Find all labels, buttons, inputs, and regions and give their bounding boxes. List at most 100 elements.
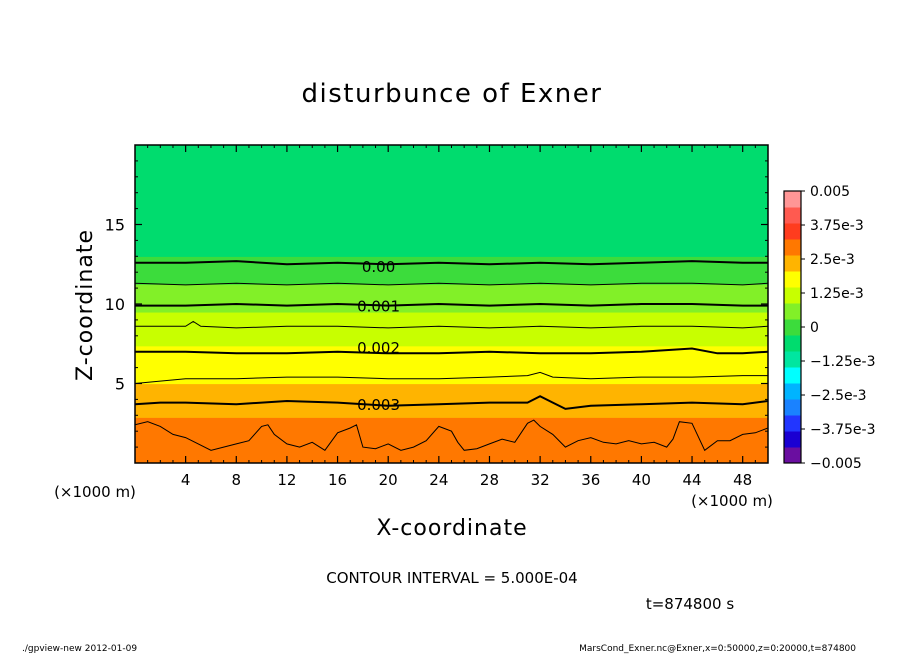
contour-line	[135, 282, 768, 286]
field-band	[135, 302, 768, 305]
field-band	[135, 377, 768, 381]
field-max-region	[135, 420, 768, 463]
field-band	[135, 226, 768, 230]
field-band	[135, 349, 768, 353]
field-band	[135, 192, 768, 196]
field-band	[135, 399, 768, 402]
field-band	[135, 339, 768, 343]
field-band	[135, 182, 768, 186]
field-band	[135, 264, 768, 267]
field-band	[135, 200, 768, 204]
field-band	[135, 359, 768, 363]
field-band	[135, 343, 768, 347]
field-band	[135, 150, 768, 154]
field-band	[135, 385, 768, 389]
x-tick-label: 4	[181, 471, 191, 489]
field-band	[135, 423, 768, 426]
x-tick-label: 12	[277, 471, 296, 489]
field-band	[135, 335, 768, 339]
x-tick-label: 24	[429, 471, 448, 489]
field-band	[135, 224, 768, 228]
field-band	[135, 315, 768, 319]
field-band	[135, 158, 768, 162]
colorbar-swatch	[784, 255, 801, 272]
colorbar-tick-label: 1.25e-3	[810, 286, 864, 302]
contour-label: 0.003	[357, 396, 400, 414]
footer-left: ./gpview-new 2012-01-09	[22, 644, 137, 654]
colorbar-tick-label: 0.005	[810, 184, 850, 200]
footer-right: MarsCond_Exner.nc@Exner,x=0:50000,z=0:20…	[579, 644, 856, 654]
field-band	[135, 170, 768, 174]
field-band	[135, 260, 768, 263]
x-tick-label: 48	[733, 471, 752, 489]
colorbar-tick-label: −2.5e-3	[810, 388, 867, 404]
field-band	[135, 381, 768, 385]
field-band	[135, 240, 768, 243]
colorbar: 0.005 3.75e-3 2.5e-3 1.25e-3 0 −1.25e-3 −2.5e-…	[783, 184, 875, 472]
field-band	[135, 361, 768, 365]
field-band	[135, 168, 768, 172]
y-tick-label: 10	[105, 295, 125, 314]
field-band	[135, 309, 768, 313]
contour-label: 0.002	[357, 339, 400, 357]
x-tick-label: 36	[581, 471, 600, 489]
field-band	[135, 220, 768, 224]
field-band	[135, 248, 768, 251]
field-band	[135, 286, 768, 289]
field-band	[135, 148, 768, 152]
field-band	[135, 367, 768, 371]
field-band	[135, 294, 768, 297]
field-band	[135, 276, 768, 279]
x-unit-left: (×1000 m)	[54, 483, 136, 501]
field-band	[135, 172, 768, 176]
x-tick-label: 40	[632, 471, 651, 489]
x-tick-label: 20	[379, 471, 398, 489]
field-band	[135, 387, 768, 391]
field-band	[135, 290, 768, 293]
field-band	[135, 307, 768, 311]
field-band	[135, 190, 768, 194]
plot-area	[135, 145, 768, 463]
field-band	[135, 341, 768, 345]
field-band	[135, 329, 768, 333]
field-band	[135, 313, 768, 317]
field-band	[135, 345, 768, 349]
contour-line	[135, 260, 768, 266]
field-band	[135, 178, 768, 182]
x-tick-label: 8	[232, 471, 242, 489]
field-band	[135, 252, 768, 255]
field-band	[135, 357, 768, 361]
contour-line	[135, 347, 768, 355]
contour-interval-note: CONTOUR INTERVAL = 5.000E-04	[326, 569, 577, 587]
field-band	[135, 415, 768, 418]
colorbar-swatch	[784, 351, 801, 368]
field-band	[135, 280, 768, 283]
x-tick-label: 16	[328, 471, 347, 489]
field-band	[135, 212, 768, 216]
x-axis: 4 8 12 16 20 24 28 32 36 40 44 48	[147, 145, 756, 489]
field-band	[135, 250, 768, 253]
field-band	[135, 393, 768, 397]
field-band	[135, 425, 768, 428]
field-band	[135, 321, 768, 325]
x-tick-label: 32	[531, 471, 550, 489]
field-band	[135, 353, 768, 357]
field-band	[135, 216, 768, 220]
field-band	[135, 429, 768, 432]
chart-title: disturbunce of Exner	[302, 79, 603, 109]
colorbar-swatch	[784, 431, 801, 448]
field-band	[135, 270, 768, 273]
field-band	[135, 210, 768, 214]
x-tick-label: 44	[682, 471, 701, 489]
field-band	[135, 355, 768, 359]
field-band	[135, 375, 768, 379]
field-band	[135, 305, 768, 309]
field-band	[135, 337, 768, 341]
field-band	[135, 246, 768, 249]
field-band	[135, 238, 768, 241]
field-band	[135, 331, 768, 335]
field-band	[135, 401, 768, 404]
field-band	[135, 206, 768, 210]
contour-labels: 0.00 0.001 0.002 0.003	[357, 258, 400, 414]
field-band	[135, 180, 768, 184]
